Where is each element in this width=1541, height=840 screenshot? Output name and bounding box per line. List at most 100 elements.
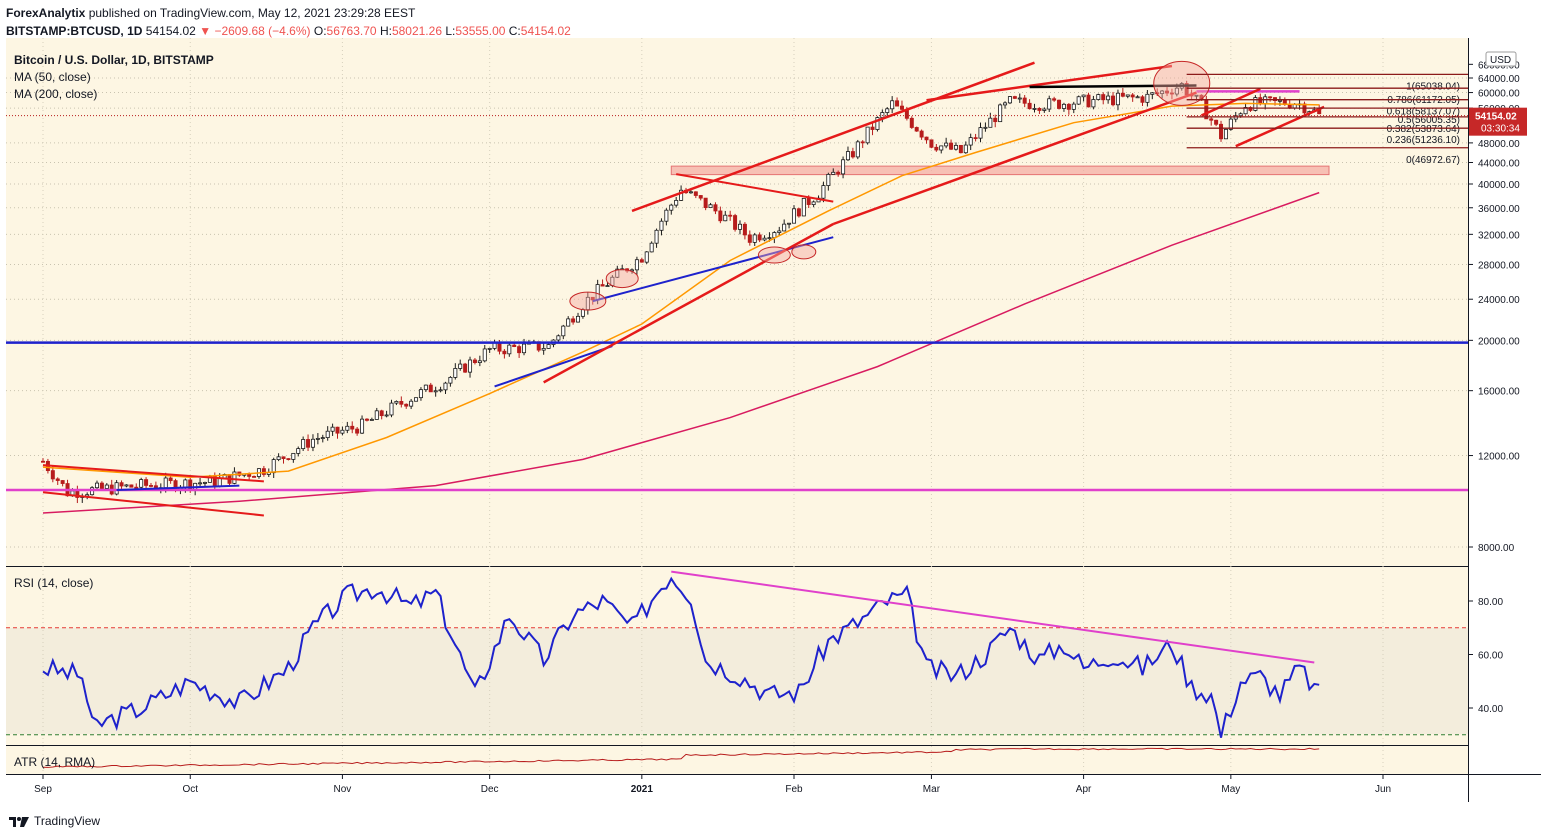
chart-canvas[interactable]: 1(65038.04) 0.786(61172.05)0.618(58137.07… xyxy=(0,38,1541,802)
candle-body xyxy=(870,126,875,130)
candle-body xyxy=(1076,96,1081,105)
candle-body xyxy=(1042,108,1047,111)
price-tick-label: 8000.00 xyxy=(1478,543,1515,554)
fib-level-label: 0.236(51236.10) xyxy=(1387,135,1460,146)
candle-body xyxy=(679,189,684,201)
time-axis[interactable]: Sep Oct Nov Dec 2021 Feb Mar Apr May Jun xyxy=(34,774,1391,795)
price-tick-label: 64000.00 xyxy=(1478,74,1520,85)
pullback-circle-2 xyxy=(605,269,639,289)
publisher-name[interactable]: ForexAnalytix xyxy=(6,6,86,20)
candle-body xyxy=(247,473,252,477)
atr-pane[interactable] xyxy=(6,746,1468,774)
candle-body xyxy=(654,229,659,244)
candle-body xyxy=(310,438,315,448)
candle-body xyxy=(1061,103,1066,109)
candle-body xyxy=(364,418,369,421)
top-circle xyxy=(1153,60,1211,106)
candle-body xyxy=(1012,96,1017,99)
candle-body xyxy=(713,204,718,212)
resistance-support-zone xyxy=(670,165,1330,176)
tradingview-footer[interactable]: TradingView xyxy=(8,814,100,828)
low-label: L: xyxy=(445,24,456,38)
candle-body xyxy=(708,204,713,209)
candle-body xyxy=(801,197,806,217)
legend-ma200[interactable]: MA (200, close) xyxy=(14,87,97,101)
candle-body xyxy=(104,484,109,489)
candle-body xyxy=(60,480,65,484)
atr-indicator xyxy=(42,747,1320,768)
time-tick-label: Feb xyxy=(785,784,803,795)
candle-body xyxy=(561,325,566,337)
legend-title[interactable]: Bitcoin / U.S. Dollar, 1D, BITSTAMP xyxy=(14,53,214,67)
candle-body xyxy=(1106,95,1111,101)
candle-body xyxy=(1022,97,1027,104)
trend-drawings[interactable] xyxy=(6,60,1468,517)
legend-atr[interactable]: ATR (14, RMA) xyxy=(14,755,95,769)
candle-body xyxy=(777,230,782,233)
candle-body xyxy=(1115,92,1120,106)
rsi-line xyxy=(42,576,1320,738)
candle-body xyxy=(414,397,419,402)
symbol-label[interactable]: BITSTAMP:BTCUSD, 1D xyxy=(6,24,143,38)
candle-body xyxy=(953,144,958,150)
price-pane[interactable] xyxy=(6,38,1468,566)
candle-body xyxy=(1101,94,1106,101)
candle-body xyxy=(355,428,360,434)
candle-body xyxy=(1238,113,1243,117)
fibonacci-retracement[interactable]: 1(65038.04) 0.786(61172.05)0.618(58137.07… xyxy=(1186,73,1468,166)
candle-body xyxy=(841,159,846,175)
candle-body xyxy=(94,482,99,489)
candle-body xyxy=(688,191,693,194)
bull-flag-upper xyxy=(1200,87,1261,117)
ma200-line xyxy=(42,191,1320,514)
candle-body xyxy=(374,410,379,420)
candle-body xyxy=(831,171,836,175)
candle-body xyxy=(202,481,207,484)
candle-body xyxy=(1057,99,1062,109)
candle-body xyxy=(1140,96,1145,103)
candle-body xyxy=(114,482,119,495)
candle-body xyxy=(1081,94,1086,98)
price-tick-label: 20000.00 xyxy=(1478,336,1520,347)
candle-body xyxy=(546,344,551,349)
candle-body xyxy=(1165,90,1170,94)
candle-body xyxy=(855,141,860,158)
candle-body xyxy=(443,382,448,391)
candle-body xyxy=(291,452,296,460)
currency-label: USD xyxy=(1490,55,1511,66)
rsi-tick-label: 60.00 xyxy=(1478,651,1503,662)
candle-body xyxy=(919,130,924,138)
candle-body xyxy=(1287,104,1292,109)
candle-body xyxy=(144,479,149,486)
candle-body xyxy=(492,342,497,349)
candle-body xyxy=(468,359,473,373)
candle-body xyxy=(541,348,546,351)
candle-body xyxy=(1223,128,1228,140)
candle-body xyxy=(1169,92,1174,95)
price-tick-label: 12000.00 xyxy=(1478,452,1520,463)
candle-body xyxy=(306,439,311,448)
candle-body xyxy=(1243,107,1248,115)
candle-body xyxy=(1111,95,1116,106)
candle-body xyxy=(865,126,870,144)
candle-body xyxy=(433,390,438,393)
candle-body xyxy=(978,127,983,139)
candle-body xyxy=(576,315,581,323)
price-axis[interactable]: 68000.0064000.0060000.0056000.0048000.00… xyxy=(6,51,1527,554)
legend-rsi[interactable]: RSI (14, close) xyxy=(14,576,93,590)
price-tick-label: 32000.00 xyxy=(1478,230,1520,241)
candle-body xyxy=(885,108,890,113)
candle-body xyxy=(949,142,954,150)
legend-ma50[interactable]: MA (50, close) xyxy=(14,70,91,84)
gridlines xyxy=(6,38,1468,774)
candle-body xyxy=(939,145,944,151)
price-tick-label: 48000.00 xyxy=(1478,139,1520,150)
candle-body xyxy=(296,448,301,454)
ohlc-line: BITSTAMP:BTCUSD, 1D 54154.02 ▼ −2609.68 … xyxy=(6,22,1526,40)
rsi-axis[interactable]: 80.00 60.00 40.00 xyxy=(1468,597,1503,715)
double-top-line xyxy=(1029,84,1197,89)
low-value: 53555.00 xyxy=(455,24,506,38)
candle-body xyxy=(875,117,880,130)
open-value: 56763.70 xyxy=(326,24,377,38)
candle-body xyxy=(482,348,487,362)
